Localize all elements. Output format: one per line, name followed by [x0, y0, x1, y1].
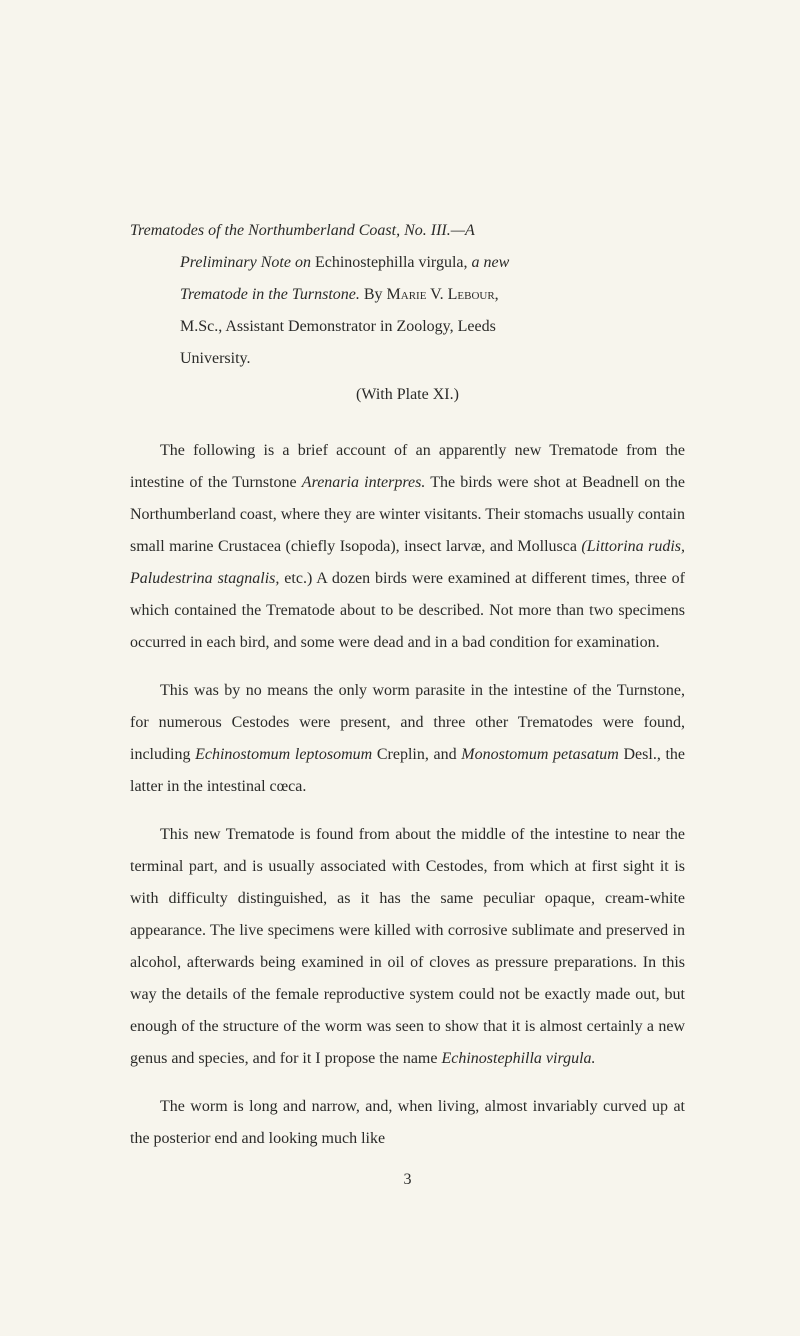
- title-italic-1: Trematodes of the Northumberland Coast, …: [130, 222, 475, 239]
- p3-text-a: This new Trematode is found from about t…: [130, 826, 685, 1067]
- title-italic-2a: Preliminary Note on: [180, 254, 311, 271]
- p1-italic-b: Arenaria interpres.: [302, 474, 426, 491]
- title-line-1: Trematodes of the Northumberland Coast, …: [130, 215, 685, 247]
- p2-italic-b: Echinostomum leptosomum: [195, 746, 372, 763]
- p2-text-c: Creplin, and: [372, 746, 461, 763]
- paragraph-2: This was by no means the only worm paras…: [130, 675, 685, 803]
- title-line-5: University.: [130, 343, 685, 375]
- p2-italic-d: Monostomum petasatum: [461, 746, 619, 763]
- title-line-4: M.Sc., Assistant Demonstrator in Zoology…: [130, 311, 685, 343]
- page-number: 3: [130, 1171, 685, 1189]
- p3-italic-b: Echinostephilla virgula.: [441, 1050, 595, 1067]
- title-italic-3: Trematode in the Turnstone.: [180, 286, 360, 303]
- title-roman-2: Echinostephilla virgula,: [311, 254, 472, 271]
- title-line-2: Preliminary Note on Echinostephilla virg…: [130, 247, 685, 279]
- title-block: Trematodes of the Northumberland Coast, …: [130, 215, 685, 411]
- paragraph-3: This new Trematode is found from about t…: [130, 819, 685, 1075]
- title-by: By: [360, 286, 387, 303]
- plate-line: (With Plate XI.): [130, 379, 685, 411]
- title-line-3: Trematode in the Turnstone. By Marie V. …: [130, 279, 685, 311]
- paragraph-1: The following is a brief account of an a…: [130, 435, 685, 659]
- title-author: Marie V. Lebour,: [387, 286, 499, 303]
- paragraph-4: The worm is long and narrow, and, when l…: [130, 1091, 685, 1155]
- title-italic-2b: a new: [472, 254, 510, 271]
